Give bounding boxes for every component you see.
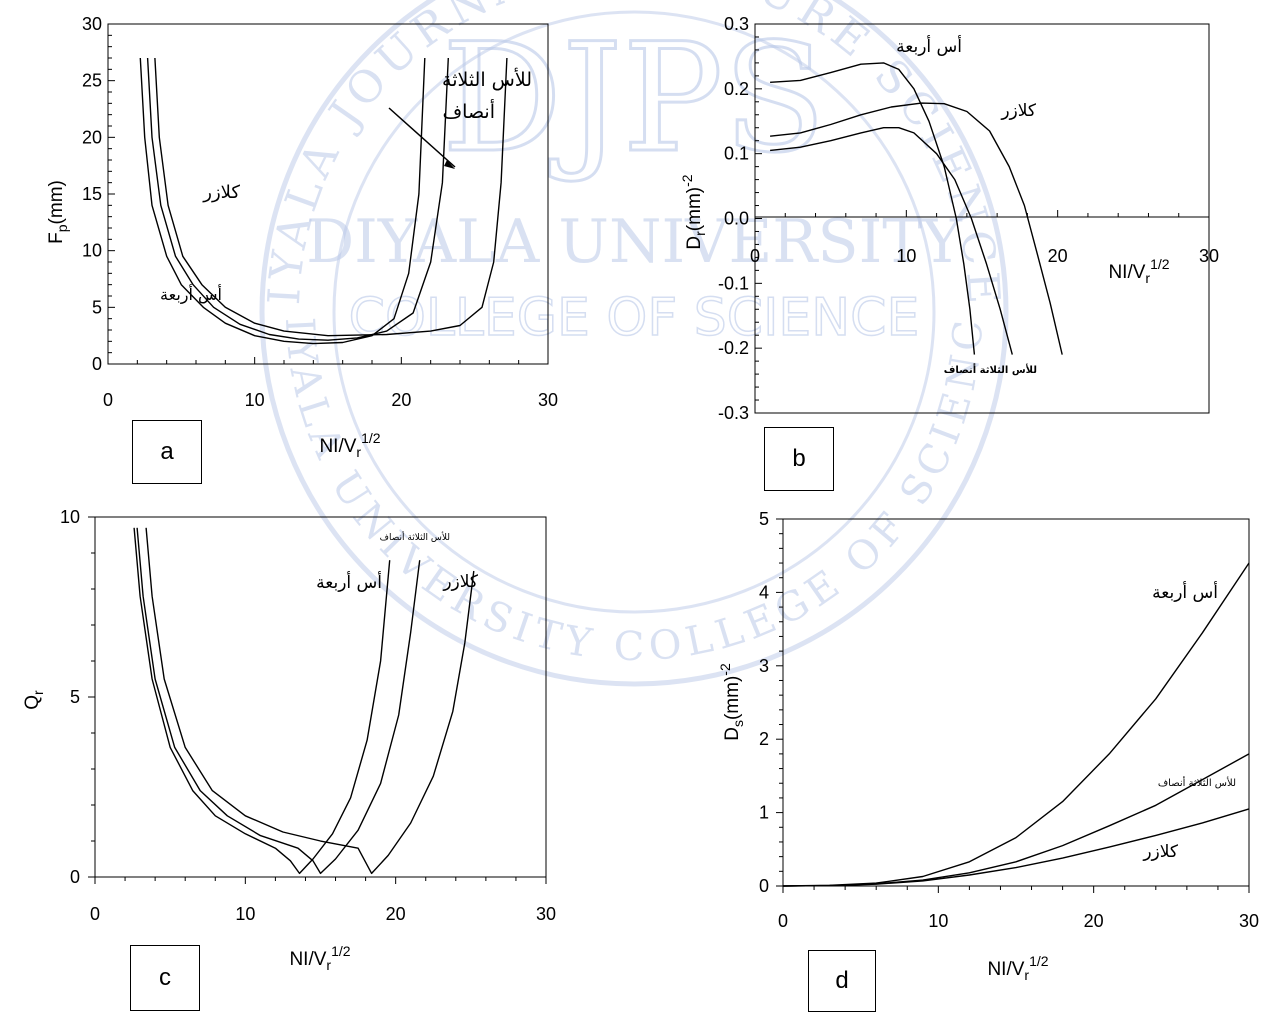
y-tick-label-d-1: 1 bbox=[759, 803, 769, 823]
x-tick-label-d-1: 10 bbox=[928, 911, 948, 931]
y-tick-label-c-2: 10 bbox=[60, 507, 80, 527]
annotation-d-1: للأس الثلاثة أنصاف bbox=[1158, 776, 1236, 789]
y-tick-label-d-5: 5 bbox=[759, 509, 769, 529]
x-axis-label-d: NI/Vr1/2 bbox=[987, 953, 1048, 983]
annotation-c-1: أس أربعة bbox=[316, 571, 382, 593]
x-tick-label-b-3: 30 bbox=[1199, 246, 1219, 266]
arrowhead-a bbox=[444, 160, 455, 169]
series-a bbox=[139, 57, 508, 345]
annotation-b-1: كلازر bbox=[1000, 101, 1037, 121]
x-tick-label-c-1: 10 bbox=[235, 904, 255, 924]
annotation-c-2: كلازر bbox=[442, 572, 479, 592]
x-tick-label-d-2: 20 bbox=[1084, 911, 1104, 931]
y-tick-label-d-3: 3 bbox=[759, 656, 769, 676]
y-tick-label-a-2: 10 bbox=[82, 241, 102, 261]
x-tick-label-c-2: 20 bbox=[386, 904, 406, 924]
y-tick-label-b-4: 0.1 bbox=[724, 144, 749, 164]
x-tick-label-c-3: 30 bbox=[536, 904, 556, 924]
series-line-a-0 bbox=[139, 57, 426, 345]
y-tick-label-d-0: 0 bbox=[759, 876, 769, 896]
x-tick-label-b-1: 10 bbox=[896, 246, 916, 266]
ticks-b: 0 10 20 30 -0.3 -0.2 -0.1 0.0 0.1 0.2 0.3 bbox=[718, 14, 1219, 423]
series-line-c-1 bbox=[136, 527, 421, 875]
series-line-b-1 bbox=[770, 102, 1063, 355]
ticks-c: 0 10 20 30 0 5 10 bbox=[60, 507, 556, 924]
y-axis-label-a: Fp(mm) bbox=[46, 180, 70, 244]
x-tick-label-b-0: 0 bbox=[750, 246, 760, 266]
plot-frame-d bbox=[782, 518, 1250, 887]
x-tick-label-a-1: 10 bbox=[245, 390, 265, 410]
y-tick-label-a-6: 30 bbox=[82, 14, 102, 34]
y-tick-label-b-5: 0.2 bbox=[724, 79, 749, 99]
y-tick-label-b-2: -0.1 bbox=[718, 273, 749, 293]
series-b bbox=[770, 62, 1063, 355]
y-tick-label-b-1: -0.2 bbox=[718, 338, 749, 358]
watermark-text-line2: COLLEGE OF SCIENCE bbox=[349, 288, 920, 348]
annotation-a-1: أنصاف bbox=[442, 99, 495, 123]
panel-label-d: d bbox=[808, 950, 876, 1012]
x-tick-label-d-0: 0 bbox=[778, 911, 788, 931]
annotation-d-2: كلازر bbox=[1142, 842, 1179, 862]
x-tick-label-b-2: 20 bbox=[1048, 246, 1068, 266]
series-line-c-0 bbox=[133, 527, 391, 875]
series-c bbox=[133, 527, 475, 875]
y-tick-label-b-0: -0.3 bbox=[718, 403, 749, 423]
y-tick-label-a-1: 5 bbox=[92, 297, 102, 317]
series-line-c-2 bbox=[145, 527, 475, 875]
x-tick-label-c-0: 0 bbox=[90, 904, 100, 924]
series-line-a-1 bbox=[146, 57, 449, 341]
annotation-b-2: للأس الثلاثة أنصاف bbox=[944, 363, 1037, 376]
y-tick-label-a-4: 20 bbox=[82, 127, 102, 147]
x-tick-label-a-3: 30 bbox=[538, 390, 558, 410]
watermark-outer-ring bbox=[259, 0, 1009, 687]
y-tick-label-d-2: 2 bbox=[759, 729, 769, 749]
annotation-c-0: للأس الثلاثة أنصاف bbox=[380, 531, 450, 543]
annotation-a-3: أس أربعة bbox=[160, 284, 222, 305]
annotation-d-0: أس أربعة bbox=[1152, 581, 1218, 603]
annotation-a-2: كلازر bbox=[202, 182, 240, 203]
x-tick-label-a-0: 0 bbox=[103, 390, 113, 410]
series-line-d-1 bbox=[782, 753, 1250, 887]
series-line-d-0 bbox=[782, 562, 1250, 887]
series-line-d-2 bbox=[782, 808, 1250, 887]
y-tick-label-c-0: 0 bbox=[70, 867, 80, 887]
series-line-b-0 bbox=[770, 62, 976, 355]
series-line-b-2 bbox=[770, 127, 1013, 355]
y-tick-label-a-0: 0 bbox=[92, 354, 102, 374]
y-tick-label-b-6: 0.3 bbox=[724, 14, 749, 34]
watermark-inner-ring bbox=[332, 10, 936, 614]
ticks-a: 0 10 20 30 0 5 10 15 20 25 30 bbox=[82, 14, 558, 410]
annotation-arrow-a bbox=[388, 107, 456, 168]
annotation-b-0: أس أربعة bbox=[896, 35, 962, 57]
series-d bbox=[782, 562, 1250, 887]
x-tick-label-d-3: 30 bbox=[1239, 911, 1259, 931]
panel-label-b: b bbox=[764, 427, 834, 491]
annotation-a-0: للأس الثلاثة bbox=[442, 68, 532, 91]
y-tick-label-b-3: 0.0 bbox=[724, 209, 749, 229]
series-line-a-2 bbox=[154, 57, 508, 337]
y-axis-label-d: Ds(mm)-2 bbox=[717, 663, 746, 741]
y-tick-label-d-4: 4 bbox=[759, 582, 769, 602]
y-tick-label-a-3: 15 bbox=[82, 184, 102, 204]
y-tick-label-c-1: 5 bbox=[70, 687, 80, 707]
panel-label-a: a bbox=[132, 420, 202, 484]
x-tick-label-a-2: 20 bbox=[391, 390, 411, 410]
ticks-d: 0 10 20 30 0 1 2 3 4 5 bbox=[759, 509, 1259, 931]
y-tick-label-a-5: 25 bbox=[82, 71, 102, 91]
